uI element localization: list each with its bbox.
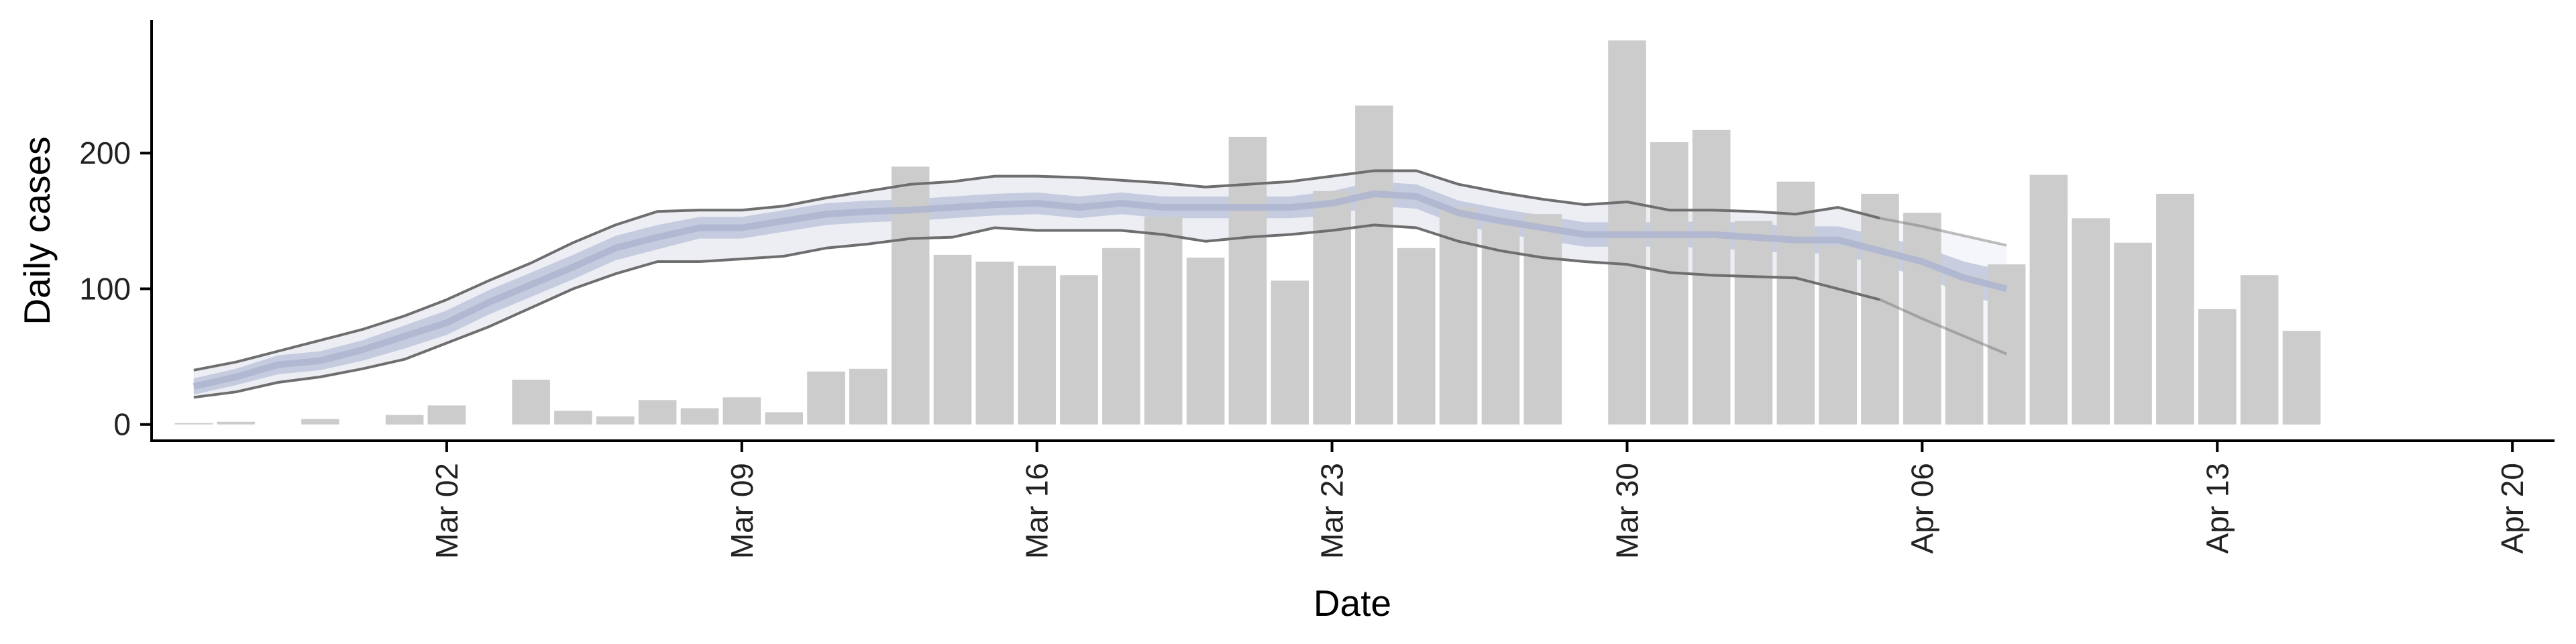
bar <box>849 368 888 425</box>
lower-bound-line <box>193 223 1880 399</box>
x-tick-label: Mar 02 <box>429 463 464 559</box>
bar <box>1523 214 1562 425</box>
bar <box>1819 245 1857 425</box>
x-tick-label: Apr 20 <box>2495 463 2530 554</box>
y-tick-label: 100 <box>79 272 131 307</box>
x-tick-label: Apr 13 <box>2200 463 2235 554</box>
bar <box>2282 331 2321 425</box>
ticks: Mar 02 Mar 09 Mar 16 Mar 23 Mar 30 Apr 06 Apr … <box>79 136 2530 559</box>
x-tick-label: Apr 06 <box>1904 463 1939 554</box>
bar <box>217 421 255 425</box>
bar <box>1355 105 1393 425</box>
bar <box>1018 266 1056 425</box>
bar <box>1692 129 1731 425</box>
bar <box>174 423 213 425</box>
bar <box>2072 218 2110 425</box>
bar <box>301 419 339 425</box>
bar <box>765 412 803 425</box>
bar <box>2240 275 2279 425</box>
x-axis-title: Date <box>1313 582 1391 624</box>
y-tick-label: 0 <box>113 407 131 442</box>
bar <box>427 405 466 425</box>
bar <box>2198 309 2237 425</box>
bar <box>1144 217 1183 425</box>
bar <box>807 371 845 425</box>
bar <box>891 166 930 425</box>
upper-bound-line <box>193 169 1880 372</box>
bar <box>1060 275 1098 425</box>
bar <box>2114 242 2152 425</box>
bar <box>975 262 1014 425</box>
estimate-lines <box>193 169 2008 399</box>
bar <box>722 397 761 425</box>
bar <box>1228 136 1267 425</box>
upper-bound-line-forecast <box>1880 217 2007 247</box>
y-axis-title: Daily cases <box>16 136 58 325</box>
bar <box>1945 276 1984 425</box>
bar <box>1776 181 1815 425</box>
x-tick-label: Mar 16 <box>1020 463 1055 559</box>
x-tick-label: Mar 30 <box>1610 463 1645 559</box>
bar <box>596 416 635 425</box>
bars <box>174 40 2321 425</box>
bar <box>1102 248 1140 425</box>
y-tick-label: 200 <box>79 136 131 170</box>
bar <box>1861 193 1899 425</box>
bar <box>1650 142 1688 425</box>
bar <box>1481 223 1520 425</box>
bar <box>1734 221 1773 425</box>
bar <box>680 408 719 425</box>
bar <box>2156 193 2194 425</box>
bar <box>1271 280 1309 425</box>
median-line <box>193 190 2008 390</box>
bar <box>933 254 972 425</box>
axes <box>150 20 2555 442</box>
bar <box>638 400 677 425</box>
bar <box>2029 174 2068 425</box>
bar <box>1903 213 1941 425</box>
lower-bound-line-forecast <box>1879 298 2007 356</box>
bar <box>554 411 592 425</box>
bar <box>1313 191 1351 425</box>
bar <box>1186 258 1225 425</box>
bar <box>512 380 550 425</box>
x-tick-label: Mar 09 <box>724 463 759 559</box>
bar <box>1987 264 2026 425</box>
bar <box>385 415 424 425</box>
bar <box>1397 248 1436 425</box>
x-tick-label: Mar 23 <box>1315 463 1350 559</box>
